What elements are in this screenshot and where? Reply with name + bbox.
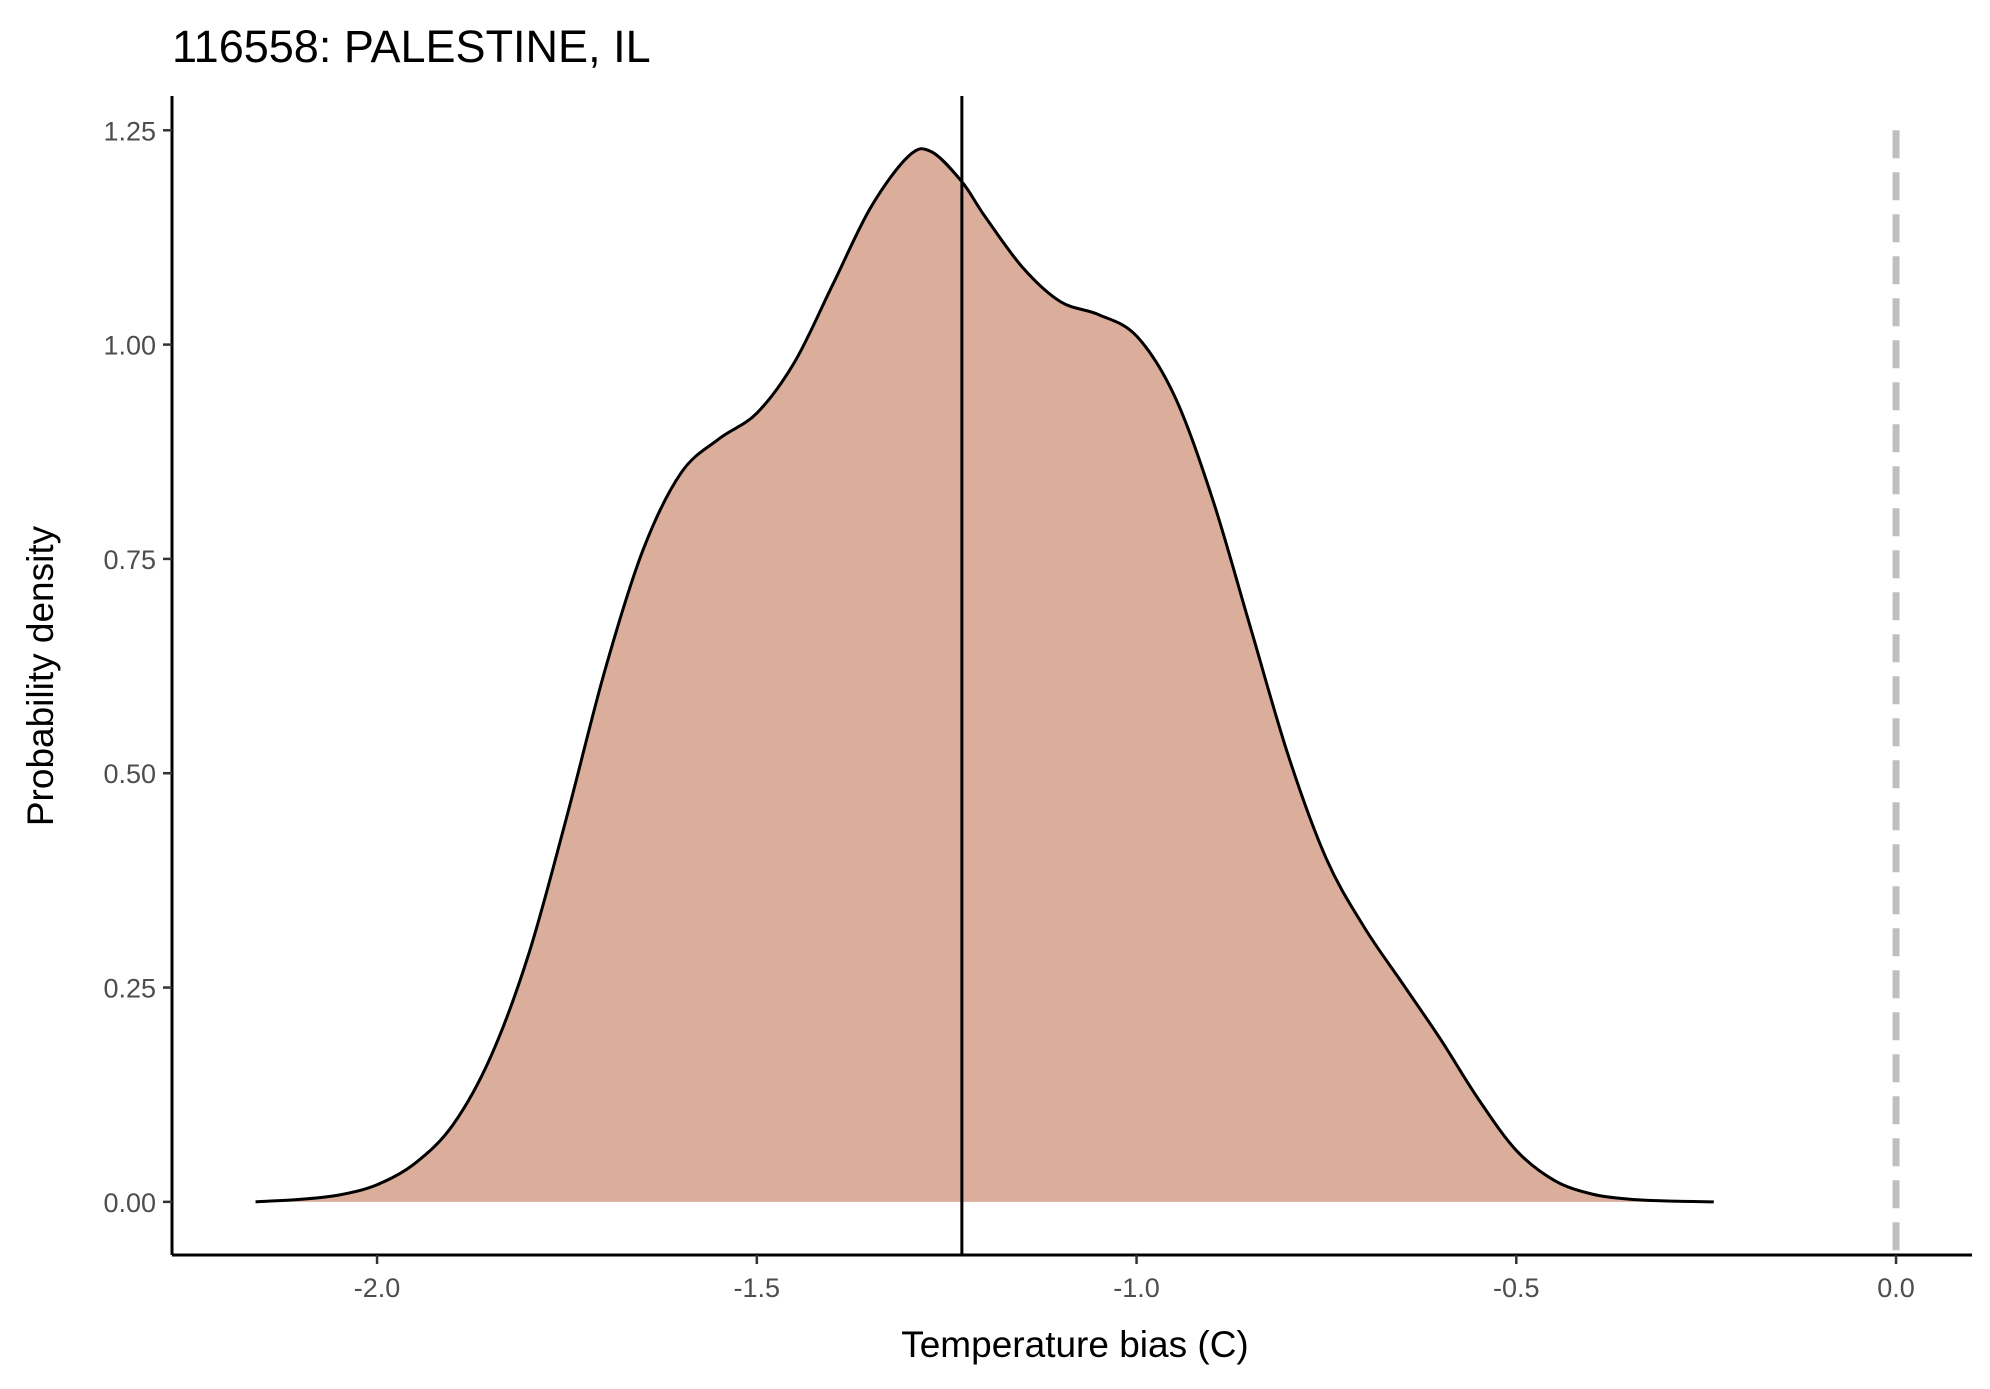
x-axis: -2.0 -1.5 -1.0 -0.5 0.0 <box>172 1253 1972 1303</box>
y-tick-label: 0.25 <box>103 974 156 1004</box>
y-axis-title: Probability density <box>20 525 61 826</box>
y-tick-label: 0.75 <box>103 545 156 575</box>
x-tick-label: -0.5 <box>1493 1273 1540 1303</box>
density-area <box>255 148 1714 1202</box>
density-curve-line <box>255 147 1714 1204</box>
x-axis-title: Temperature bias (C) <box>901 1324 1249 1365</box>
y-tick-label: 1.25 <box>103 116 156 146</box>
y-tick-label: 0.00 <box>103 1188 156 1218</box>
y-tick-label: 0.50 <box>103 759 156 789</box>
chart-title: 116558: PALESTINE, IL <box>172 21 651 72</box>
y-tick-label: 1.00 <box>103 331 156 361</box>
plot-area <box>255 96 1900 1255</box>
x-tick-label: -2.0 <box>354 1273 401 1303</box>
y-axis: 0.00 0.25 0.50 0.75 1.00 1.25 <box>103 96 174 1255</box>
x-tick-label: 0.0 <box>1877 1273 1915 1303</box>
x-tick-label: -1.5 <box>734 1273 781 1303</box>
x-tick-label: -1.0 <box>1113 1273 1160 1303</box>
